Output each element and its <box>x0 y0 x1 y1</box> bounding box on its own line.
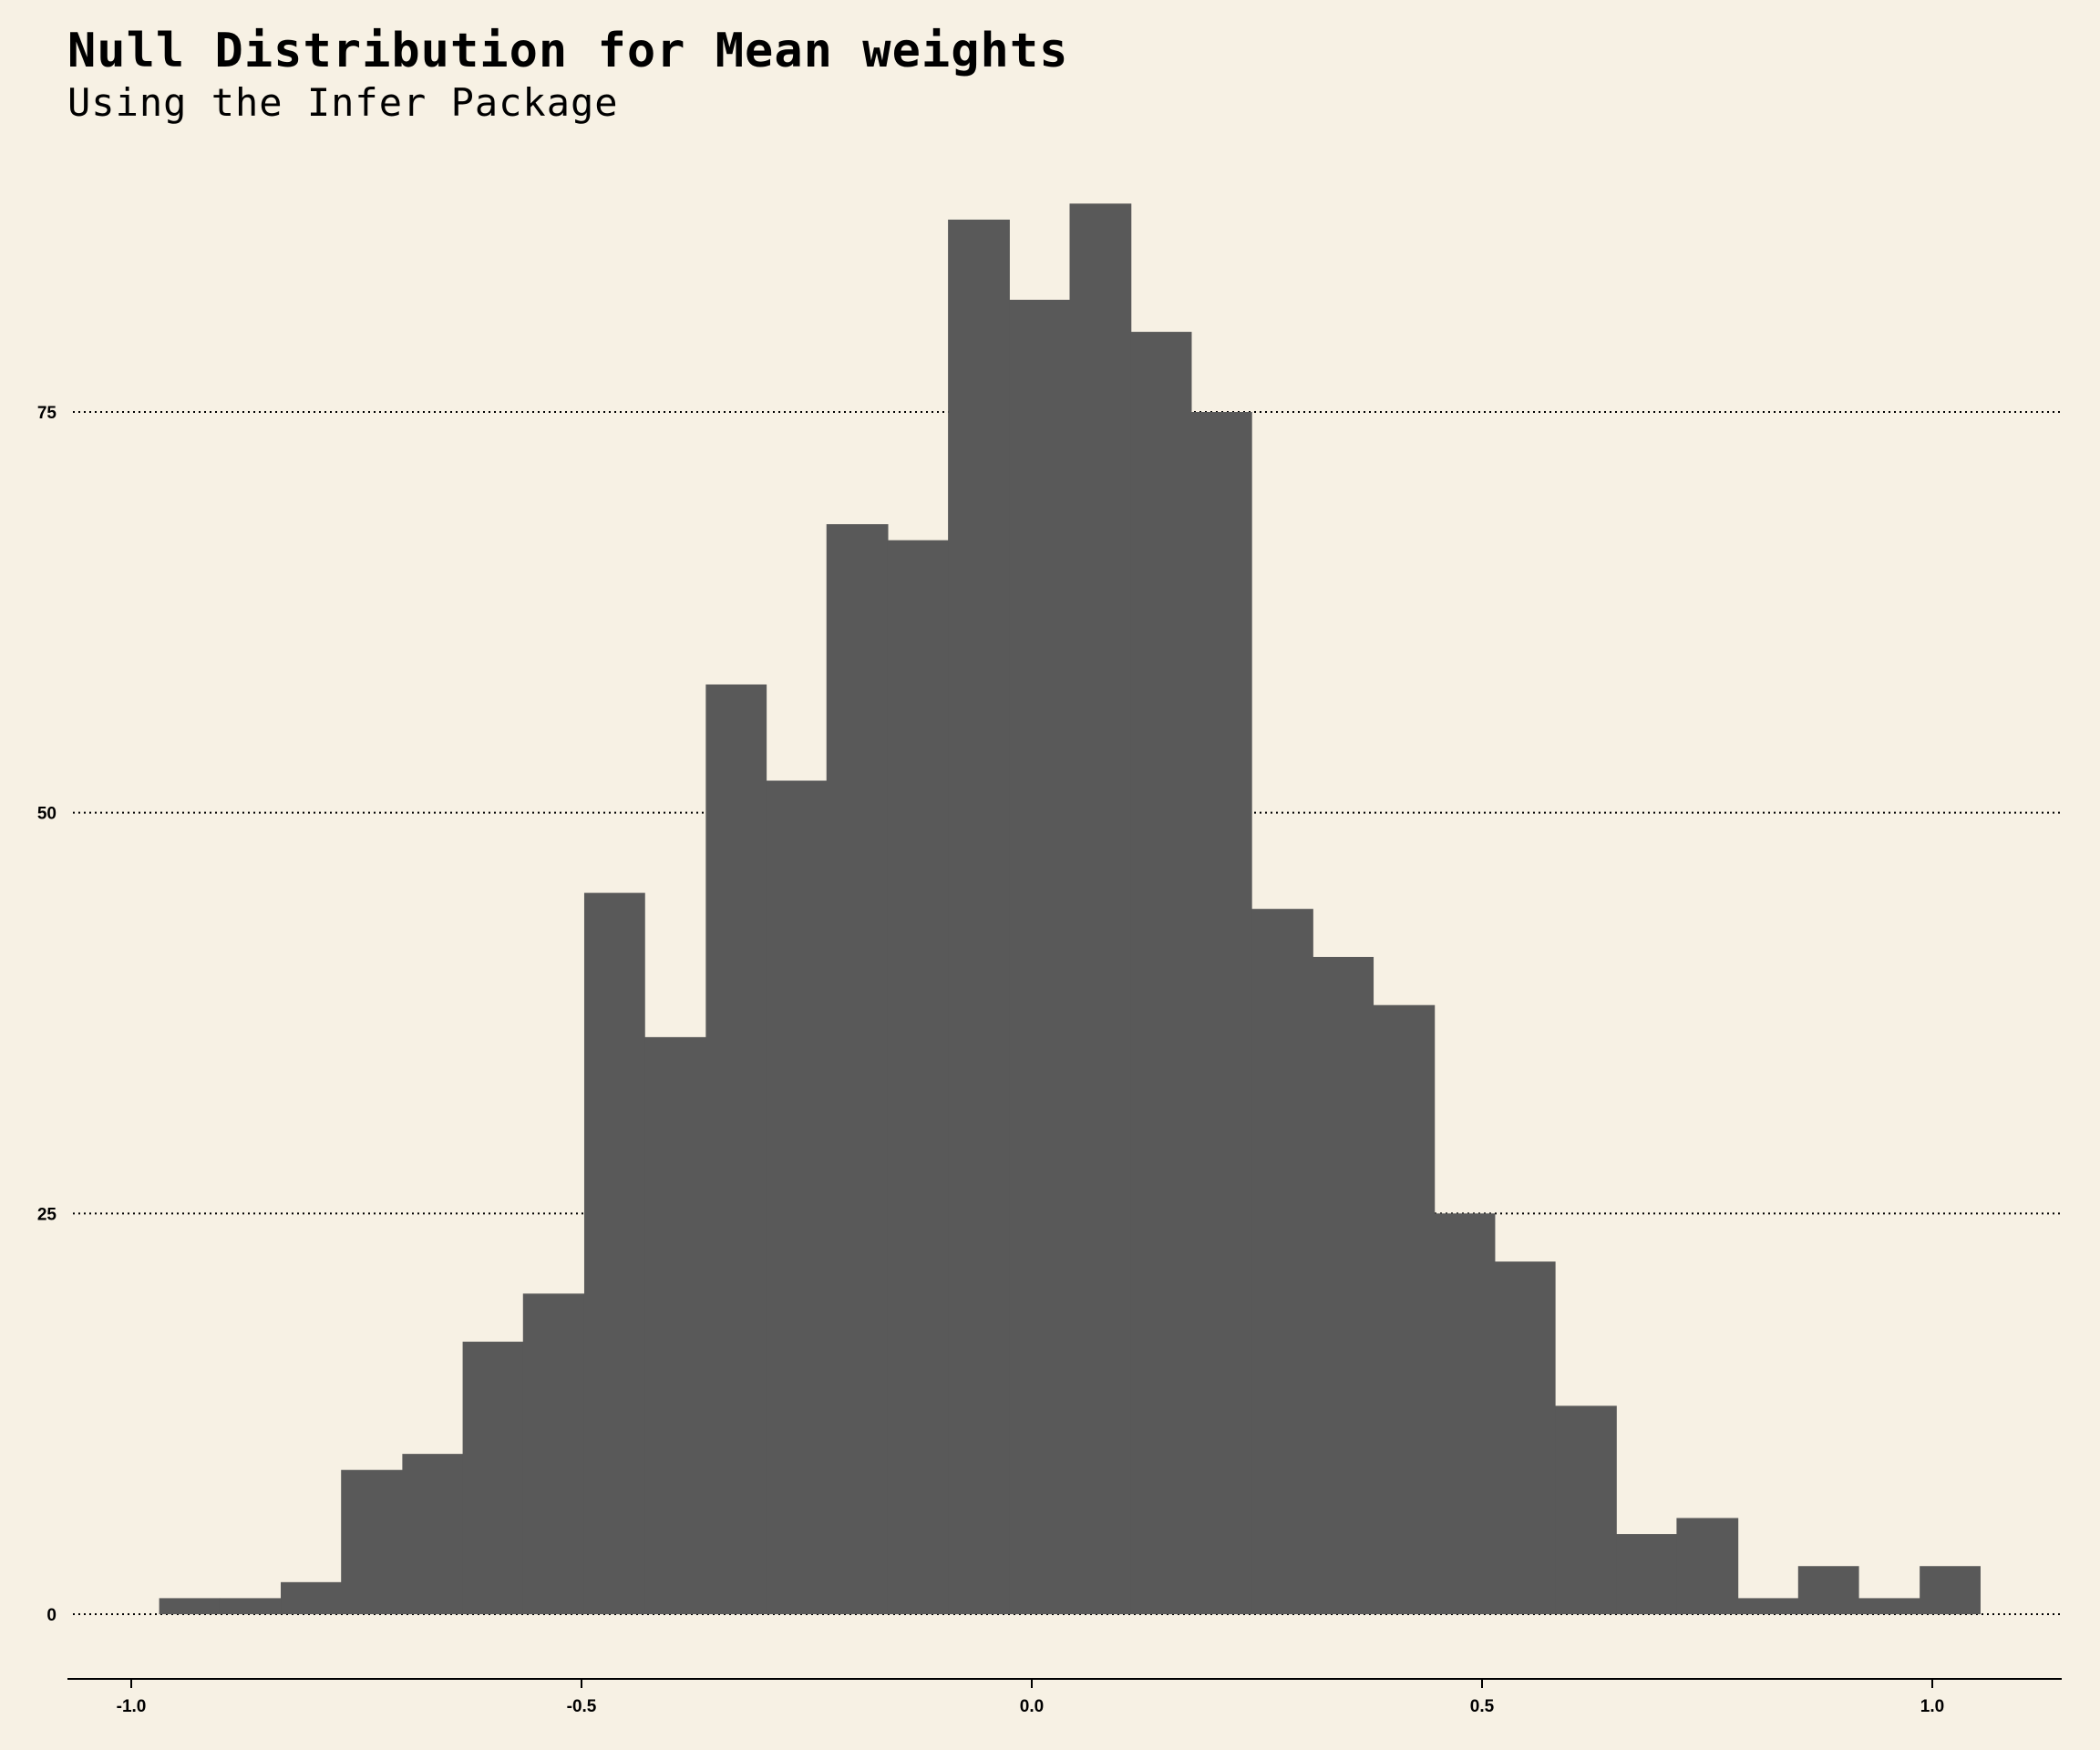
histogram-bar <box>1434 1213 1496 1614</box>
histogram-bar <box>887 540 949 1614</box>
histogram-bar <box>219 1598 282 1614</box>
chart-subtitle: Using the Infer Package <box>67 80 619 125</box>
histogram-bar <box>583 892 645 1614</box>
histogram-bars <box>159 203 1981 1615</box>
y-tick-label: 25 <box>37 1205 57 1224</box>
histogram-bar <box>1737 1598 1799 1614</box>
histogram-bar <box>826 524 889 1614</box>
histogram-bar <box>281 1581 342 1614</box>
histogram-bar <box>644 1036 706 1614</box>
histogram-bar <box>705 684 767 1614</box>
histogram-bar <box>1858 1598 1920 1614</box>
histogram-bar <box>402 1454 464 1614</box>
histogram-bar <box>1373 1004 1436 1614</box>
histogram-bar <box>1312 956 1374 1614</box>
x-tick-label: -0.5 <box>567 1697 597 1716</box>
x-tick-label: 1.0 <box>1920 1697 1944 1716</box>
x-tick-label: 0.5 <box>1470 1697 1495 1716</box>
x-tick-label: -1.0 <box>117 1697 147 1716</box>
x-axis-ticks: -1.0 -0.5 0.0 0.5 1.0 <box>117 1679 1944 1716</box>
histogram-bar <box>1616 1534 1678 1614</box>
histogram-bar <box>948 219 1010 1615</box>
histogram-bar <box>341 1469 403 1614</box>
histogram-bar <box>1130 332 1192 1615</box>
histogram-bar <box>462 1342 524 1614</box>
histogram-bar <box>1069 203 1132 1615</box>
y-tick-label: 0 <box>46 1606 57 1625</box>
y-tick-label: 75 <box>37 404 57 423</box>
histogram-bar <box>1009 299 1071 1615</box>
histogram-bar <box>1920 1566 1981 1614</box>
histogram-bar <box>1494 1261 1556 1614</box>
histogram-bar <box>1555 1405 1617 1614</box>
chart-title: Null Distribution for Mean weights <box>67 24 1069 78</box>
histogram-bar <box>159 1598 221 1614</box>
histogram-bar <box>1676 1518 1739 1614</box>
histogram-bar <box>522 1293 585 1614</box>
y-axis-ticks: 0 25 50 75 <box>37 404 57 1625</box>
histogram-bar <box>1190 412 1252 1614</box>
histogram-bar <box>1797 1566 1859 1614</box>
histogram-bar <box>766 780 828 1614</box>
histogram-bar <box>1251 909 1313 1614</box>
x-tick-label: 0.0 <box>1020 1697 1044 1716</box>
y-tick-label: 50 <box>37 805 57 824</box>
